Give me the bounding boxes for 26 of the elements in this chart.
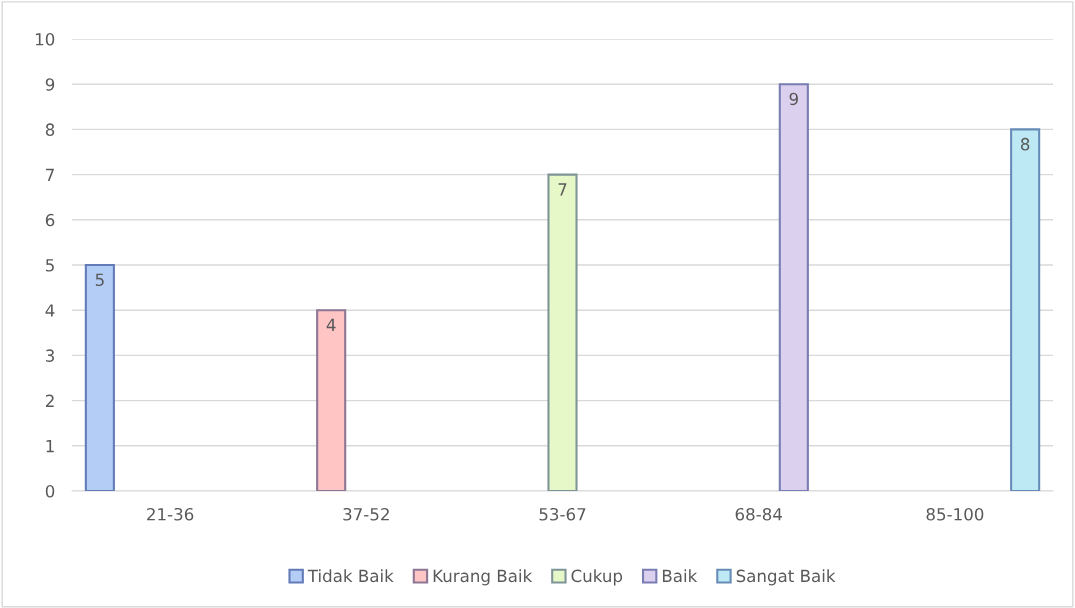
data-label: 5 xyxy=(95,273,104,287)
data-label: 9 xyxy=(789,92,798,106)
legend-label: Baik xyxy=(662,569,698,583)
legend-label: Cukup xyxy=(571,569,623,586)
y-tick-label: 3 xyxy=(46,349,54,362)
y-tick-label: 4 xyxy=(45,304,55,317)
y-tick-label: 1 xyxy=(46,439,54,453)
x-tick-label: 21-36 xyxy=(147,507,194,521)
y-tick-label: 6 xyxy=(45,213,55,227)
y-tick-label: 2 xyxy=(45,394,54,407)
y-tick-label: 8 xyxy=(45,123,55,136)
y-tick-label: 5 xyxy=(46,259,54,272)
y-tick-label: 0 xyxy=(45,484,55,498)
data-label: 8 xyxy=(1020,137,1030,151)
y-tick-label: 7 xyxy=(46,168,54,181)
legend-label: Tidak Baik xyxy=(307,569,394,583)
y-tick-label: 9 xyxy=(45,78,55,91)
x-tick-label: 53-67 xyxy=(539,507,586,521)
x-tick-label: 85-100 xyxy=(926,507,984,521)
data-label: 4 xyxy=(326,318,336,331)
x-tick-label: 37-52 xyxy=(343,507,389,521)
data-label: 7 xyxy=(558,183,567,196)
legend-label: Sangat Baik xyxy=(736,569,836,586)
legend-label: Kurang Baik xyxy=(433,569,533,586)
y-tick-label: 10 xyxy=(35,32,55,46)
x-tick-label: 68-84 xyxy=(735,507,782,521)
